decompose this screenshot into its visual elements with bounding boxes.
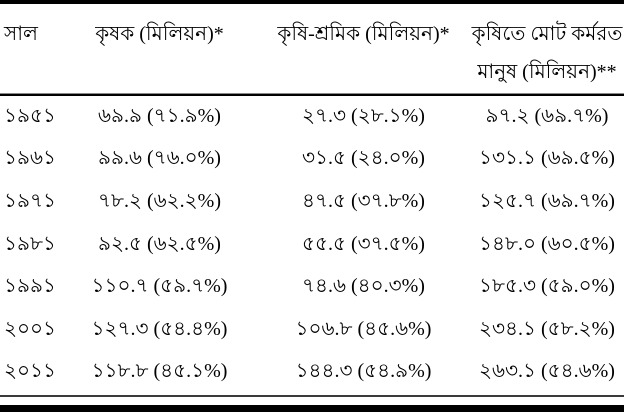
table-row: ১৯৮১ ৯২.৫ (৬২.৫%) ৫৫.৫ (৩৭.৫%) ১৪৮.০ (৬০… [0, 224, 624, 267]
cell-agri-workers: ২৭.৩ (২৮.১%) [302, 104, 425, 127]
cell-farmers: ১১০.৭ (৫৯.৭%) [91, 275, 228, 298]
column-header-label: সাল [4, 23, 38, 45]
table-row: ১৯৯১ ১১০.৭ (৫৯.৭%) ৭৪.৬ (৪০.৩%) ১৮৫.৩ (৫… [0, 266, 624, 309]
cell-farmers: ৯৯.৬ (৭৬.০%) [98, 147, 221, 170]
cell-agri-workers: ৭৪.৬ (৪০.৩%) [302, 275, 425, 298]
cell-year: ১৯৮১ [4, 232, 56, 255]
table-row: ২০১১ ১১৮.৮ (৪৫.১%) ১৪৪.৩ (৫৪.৯%) ২৬৩.১ (… [0, 352, 624, 395]
cell-year: ২০১১ [4, 360, 56, 383]
cell-agri-workers: ১০৬.৮ (৪৫.৬%) [295, 317, 432, 340]
cell-total-employed: ১৩১.১ (৬৯.৫%) [479, 147, 615, 170]
table-header-row: সাল কৃষক (মিলিয়ন)* কৃষি-শ্রমিক (মিলিয়ন… [0, 4, 624, 93]
table-top-rule [0, 0, 624, 4]
cell-total-employed: ১৮৫.৩ (৫৯.০%) [479, 275, 615, 298]
header-divider [0, 93, 624, 96]
column-header-label: কৃষক (মিলিয়ন)* [95, 23, 224, 45]
table-bottom-thick-rule [0, 405, 624, 412]
cell-year: ২০০১ [4, 317, 56, 340]
cell-total-employed: ১৪৮.০ (৬০.৫%) [479, 232, 615, 255]
table-body: ১৯৫১ ৬৯.৯ (৭১.৯%) ২৭.৩ (২৮.১%) ৯৭.২ (৬৯.… [0, 96, 624, 394]
cell-agri-workers: ৫৫.৫ (৩৭.৫%) [302, 232, 425, 255]
cell-total-employed: ২৬৩.১ (৫৪.৬%) [479, 360, 615, 383]
cell-year: ১৯৯১ [4, 275, 56, 298]
column-header-label: কৃষি-শ্রমিক (মিলিয়ন)* [277, 23, 450, 45]
table-row: ২০০১ ১২৭.৩ (৫৪.৪%) ১০৬.৮ (৪৫.৬%) ২৩৪.১ (… [0, 309, 624, 352]
cell-agri-workers: ৪৭.৫ (৩৭.৮%) [302, 189, 425, 212]
column-header-label-line2: মানুষ (মিলিয়ন)** [477, 61, 617, 83]
cell-agri-workers: ৩১.৫ (২৪.০%) [302, 147, 425, 170]
cell-farmers: ১১৮.৮ (৪৫.১%) [91, 360, 228, 383]
cell-year: ১৯৬১ [4, 147, 56, 170]
cell-total-employed: ২৩৪.১ (৫৮.২%) [479, 317, 615, 340]
column-header-agri-workers: কৃষি-শ্রমিক (মিলিয়ন)* [257, 15, 470, 53]
cell-agri-workers: ১৪৪.৩ (৫৪.৯%) [295, 360, 432, 383]
table-bottom-thin-rule [0, 395, 624, 398]
column-header-total-employed: কৃষিতে মোট কর্মরত মানুষ (মিলিয়ন)** [470, 15, 624, 91]
column-header-farmers: কৃষক (মিলিয়ন)* [62, 15, 257, 53]
table-row: ১৯৬১ ৯৯.৬ (৭৬.০%) ৩১.৫ (২৪.০%) ১৩১.১ (৬৯… [0, 139, 624, 182]
cell-total-employed: ৯৭.২ (৬৯.৭%) [485, 104, 609, 127]
column-header-year: সাল [0, 15, 62, 53]
cell-farmers: ৯২.৫ (৬২.৫%) [98, 232, 221, 255]
table-row: ১৯৭১ ৭৮.২ (৬২.২%) ৪৭.৫ (৩৭.৮%) ১২৫.৭ (৬৯… [0, 181, 624, 224]
cell-year: ১৯৭১ [4, 189, 56, 212]
cell-total-employed: ১২৫.৭ (৬৯.৭%) [479, 189, 615, 212]
cell-year: ১৯৫১ [4, 104, 56, 127]
cell-farmers: ৭৮.২ (৬২.২%) [98, 189, 221, 212]
cell-farmers: ১২৭.৩ (৫৪.৪%) [91, 317, 228, 340]
table-row: ১৯৫১ ৬৯.৯ (৭১.৯%) ২৭.৩ (২৮.১%) ৯৭.২ (৬৯.… [0, 96, 624, 139]
cell-farmers: ৬৯.৯ (৭১.৯%) [98, 104, 221, 127]
column-header-label: কৃষিতে মোট কর্মরত [471, 23, 623, 45]
